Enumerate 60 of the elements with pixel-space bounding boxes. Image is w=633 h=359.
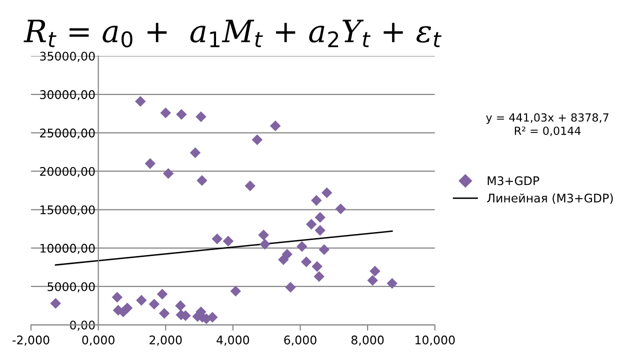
legend-label: M3+GDP: [488, 176, 540, 186]
legend-label: Линейная (M3+GDP): [487, 193, 613, 204]
point: [306, 218, 317, 230]
point: [314, 271, 324, 282]
point: [321, 187, 332, 198]
x-tick-label: 10,000: [416, 336, 455, 346]
point: [314, 212, 326, 223]
point: [156, 288, 168, 300]
point: [144, 158, 156, 169]
y-tick-label: 30000,00: [40, 90, 95, 100]
y-tick-label: 35000,00: [40, 52, 95, 62]
point: [50, 298, 61, 309]
point: [260, 238, 270, 250]
point: [160, 107, 172, 118]
point: [196, 175, 208, 186]
point: [148, 298, 160, 310]
point: [258, 230, 269, 240]
y-tick-label: 25000,00: [40, 128, 95, 139]
x-tick-label: 0,000: [82, 336, 114, 346]
point: [370, 266, 380, 276]
point: [282, 248, 293, 260]
x-tick-label: 2,000: [150, 336, 182, 346]
y-tick-label: 15000,00: [40, 205, 95, 216]
point: [335, 204, 346, 214]
y-tick-label: 10000,00: [40, 244, 95, 254]
point: [311, 195, 322, 206]
text: y = 441,03x + 8378,7: [486, 113, 608, 124]
point: [244, 180, 256, 192]
y-tick-label: 5000,00: [48, 282, 95, 292]
point: [175, 300, 186, 312]
point: [300, 256, 312, 268]
point: [158, 308, 170, 319]
y-tick-label: 20000,00: [40, 166, 95, 178]
x-tick-label: 8,000: [351, 336, 384, 346]
point: [212, 233, 223, 244]
point: [196, 111, 206, 122]
point: [112, 292, 123, 303]
point: [367, 274, 378, 286]
point: [190, 147, 201, 158]
point: [296, 241, 308, 252]
point: [222, 236, 234, 247]
point: [270, 120, 281, 132]
point: [122, 302, 133, 314]
point: [162, 168, 174, 179]
point: [314, 225, 326, 236]
point: [252, 134, 263, 146]
point: [285, 282, 296, 293]
point: [207, 312, 218, 323]
point: [312, 261, 322, 272]
point: [135, 96, 146, 107]
point: [230, 286, 242, 296]
x-tick-label: -2,000: [12, 336, 50, 346]
x-tick-label: 6,000: [284, 336, 316, 346]
point: [318, 244, 330, 255]
x-tick-label: 4,000: [216, 336, 250, 346]
point: [176, 109, 187, 120]
point: [136, 294, 147, 306]
chart-title: R$_{t}$ = a$_{0}$ + a$_{1}$M$_{t}$ + a$_{2}$Y$_{t}$ + ε$_{t}$: [24, 20, 442, 48]
point: [386, 278, 398, 289]
text: R² = 0,0144: [514, 126, 581, 136]
